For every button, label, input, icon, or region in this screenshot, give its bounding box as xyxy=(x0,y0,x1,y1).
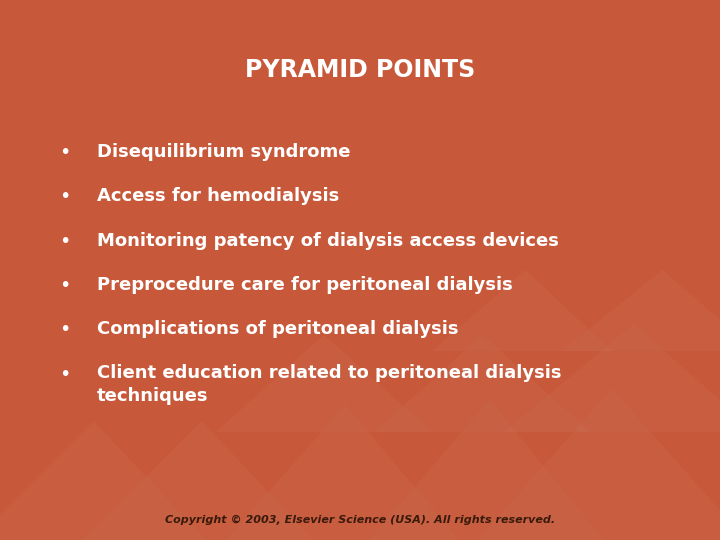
Polygon shape xyxy=(432,270,612,351)
Polygon shape xyxy=(504,324,720,432)
Polygon shape xyxy=(72,421,324,540)
Polygon shape xyxy=(216,335,432,432)
Text: •: • xyxy=(59,320,71,339)
Text: Disequilibrium syndrome: Disequilibrium syndrome xyxy=(97,143,351,161)
Text: •: • xyxy=(59,232,71,251)
Text: •: • xyxy=(59,143,71,162)
Text: Client education related to peritoneal dialysis
techniques: Client education related to peritoneal d… xyxy=(97,364,562,404)
Text: •: • xyxy=(59,187,71,206)
Text: Preprocedure care for peritoneal dialysis: Preprocedure care for peritoneal dialysi… xyxy=(97,276,513,294)
Text: Monitoring patency of dialysis access devices: Monitoring patency of dialysis access de… xyxy=(97,232,559,249)
Text: Copyright © 2003, Elsevier Science (USA). All rights reserved.: Copyright © 2003, Elsevier Science (USA)… xyxy=(165,515,555,524)
Text: Access for hemodialysis: Access for hemodialysis xyxy=(97,187,339,205)
Text: PYRAMID POINTS: PYRAMID POINTS xyxy=(245,58,475,82)
Polygon shape xyxy=(374,335,590,432)
Text: Complications of peritoneal dialysis: Complications of peritoneal dialysis xyxy=(97,320,459,338)
Polygon shape xyxy=(0,421,216,540)
Polygon shape xyxy=(360,400,612,540)
Polygon shape xyxy=(468,389,720,540)
Text: •: • xyxy=(59,364,71,383)
Polygon shape xyxy=(562,270,720,351)
Polygon shape xyxy=(216,405,468,540)
Text: •: • xyxy=(59,276,71,295)
